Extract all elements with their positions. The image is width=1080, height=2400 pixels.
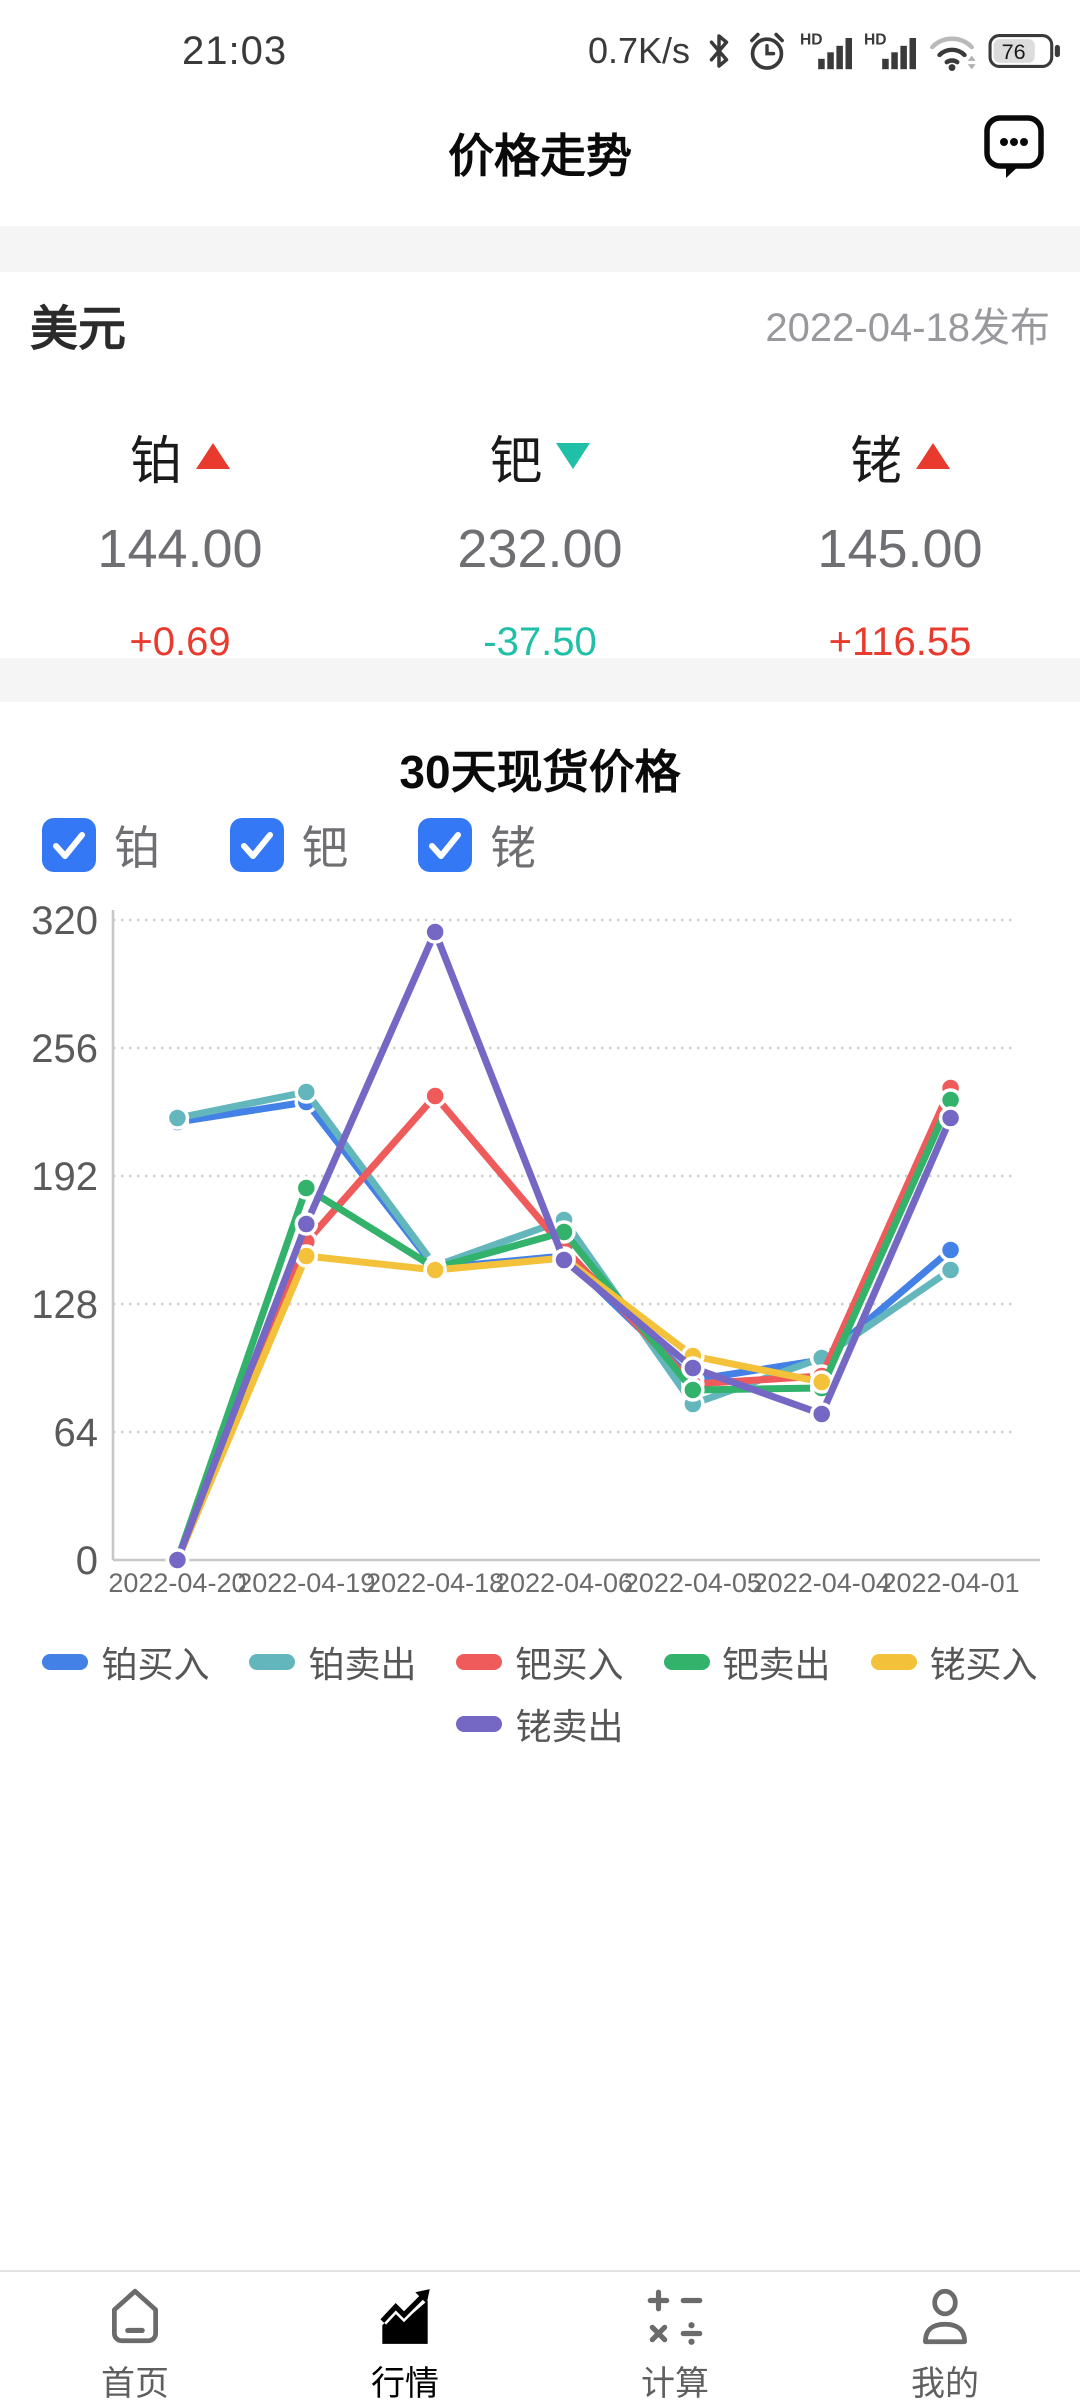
legend-item[interactable]: 铂买入 [42, 1636, 209, 1688]
battery-icon: 76 [988, 32, 1062, 70]
message-icon[interactable] [982, 112, 1046, 184]
nav-label: 计算 [641, 2365, 709, 2400]
filter-platinum[interactable]: 铂 [42, 812, 160, 878]
legend-item[interactable]: 铑卖出 [456, 1698, 624, 1750]
svg-text:64: 64 [54, 1411, 99, 1455]
svg-text:2022-04-20: 2022-04-20 [108, 1568, 246, 1598]
svg-text:320: 320 [31, 899, 98, 943]
trend-arrow [916, 443, 950, 469]
series-filters: 铂 钯 铑 [42, 812, 536, 878]
currency-label: 美元 [30, 303, 127, 356]
svg-text:HD: HD [864, 32, 887, 49]
svg-text:2022-04-06: 2022-04-06 [495, 1568, 633, 1598]
filter-palladium[interactable]: 钯 [230, 812, 348, 878]
sim1-signal-icon: HD [800, 30, 852, 72]
section-divider [0, 658, 1080, 702]
metal-name: 钯 [489, 432, 542, 491]
metal-change: -37.50 [483, 620, 597, 664]
legend-swatch [663, 1654, 710, 1670]
app-header: 价格走势 [0, 92, 1080, 212]
price-line-chart: 0 64 128 192 256 320 2022-04-20 2022-04-19 2022-… [0, 890, 1080, 1620]
status-time: 21:03 [182, 28, 288, 73]
legend-item[interactable]: 铑买入 [870, 1636, 1038, 1688]
svg-text:HD: HD [800, 32, 823, 49]
nav-label: 首页 [101, 2365, 169, 2400]
nav-item-calculator[interactable]: 计算 [540, 2272, 810, 2400]
svg-text:192: 192 [31, 1155, 98, 1199]
legend-label: 铑卖出 [515, 1706, 624, 1747]
bottom-nav: 首页 行情 [0, 2270, 1080, 2400]
metal-name: 铑 [849, 432, 902, 491]
filter-label: 铂 [114, 822, 160, 874]
nav-item-home[interactable]: 首页 [0, 2272, 270, 2400]
alarm-icon [746, 30, 788, 72]
legend-label: 铑买入 [929, 1644, 1038, 1685]
sim2-signal-icon: HD [864, 30, 916, 72]
metal-price: 144.00 [97, 519, 263, 579]
status-icons: 0.7K/s HD HD [588, 30, 1062, 72]
svg-text:0: 0 [76, 1539, 98, 1583]
legend-item[interactable]: 钯卖出 [663, 1636, 831, 1688]
legend-label: 铂买入 [101, 1644, 210, 1685]
currency-row: 美元 2022-04-18发布 [30, 284, 1050, 364]
metal-change: +116.55 [828, 620, 972, 664]
legend-swatch [249, 1654, 296, 1670]
price-chart-svg: 0641281922563202022-04-202022-04-192022-… [31, 899, 1040, 1598]
profile-icon [912, 2284, 978, 2350]
legend-swatch [456, 1654, 503, 1670]
legend-item[interactable]: 铂卖出 [249, 1636, 416, 1688]
svg-text:76: 76 [1002, 39, 1026, 64]
legend-swatch [870, 1654, 917, 1670]
nav-item-profile[interactable]: 我的 [810, 2272, 1080, 2400]
home-icon [102, 2284, 168, 2350]
nav-item-market[interactable]: 行情 [270, 2272, 540, 2400]
svg-text:2022-04-18: 2022-04-18 [366, 1568, 504, 1598]
quote-tiles: 铂 144.00 +0.69 钯 232.00 -37.50 铑 145.00 … [0, 420, 1080, 665]
bluetooth-icon [704, 30, 734, 72]
quote-tile-platinum: 铂 144.00 +0.69 [0, 420, 360, 665]
checkbox-checked-icon[interactable] [42, 818, 96, 872]
svg-text:256: 256 [31, 1027, 98, 1071]
filter-rhodium[interactable]: 铑 [418, 812, 536, 878]
legend-label: 铂卖出 [308, 1644, 417, 1685]
svg-text:2022-04-19: 2022-04-19 [237, 1568, 375, 1598]
filter-label: 铑 [490, 822, 536, 874]
checkbox-checked-icon[interactable] [418, 818, 472, 872]
calculator-icon [642, 2284, 708, 2350]
wifi-icon [928, 30, 976, 72]
metal-name: 铂 [129, 432, 182, 491]
svg-text:2022-04-01: 2022-04-01 [882, 1568, 1020, 1598]
status-bar: 21:03 0.7K/s HD HD [0, 0, 1080, 92]
nav-label: 我的 [911, 2365, 979, 2400]
legend-label: 钯买入 [515, 1644, 624, 1685]
trend-arrow [196, 443, 230, 469]
filter-label: 钯 [302, 822, 348, 874]
svg-text:2022-04-05: 2022-04-05 [624, 1568, 762, 1598]
section-divider [0, 226, 1080, 272]
metal-price: 232.00 [457, 519, 623, 579]
chart-title: 30天现货价格 [399, 746, 681, 798]
legend-label: 钯卖出 [722, 1644, 831, 1685]
publish-date: 2022-04-18发布 [765, 306, 1050, 350]
network-speed: 0.7K/s [587, 30, 690, 71]
legend-swatch [456, 1716, 503, 1732]
checkbox-checked-icon[interactable] [230, 818, 284, 872]
chart-legend: 铂买入 铂卖出 钯买入 钯卖出 铑买入铑卖出 [0, 1636, 1080, 1750]
metal-change: +0.69 [129, 620, 231, 664]
metal-price: 145.00 [817, 519, 983, 579]
page-title: 价格走势 [448, 130, 632, 182]
quote-tile-palladium: 钯 232.00 -37.50 [360, 420, 720, 665]
svg-text:2022-04-04: 2022-04-04 [753, 1568, 891, 1598]
legend-item[interactable]: 钯买入 [456, 1636, 624, 1688]
svg-text:128: 128 [31, 1283, 98, 1327]
legend-swatch [42, 1654, 89, 1670]
trend-chart-icon [372, 2284, 438, 2350]
trend-arrow [556, 443, 590, 469]
quote-tile-rhodium: 铑 145.00 +116.55 [720, 420, 1080, 665]
nav-label: 行情 [371, 2365, 439, 2400]
